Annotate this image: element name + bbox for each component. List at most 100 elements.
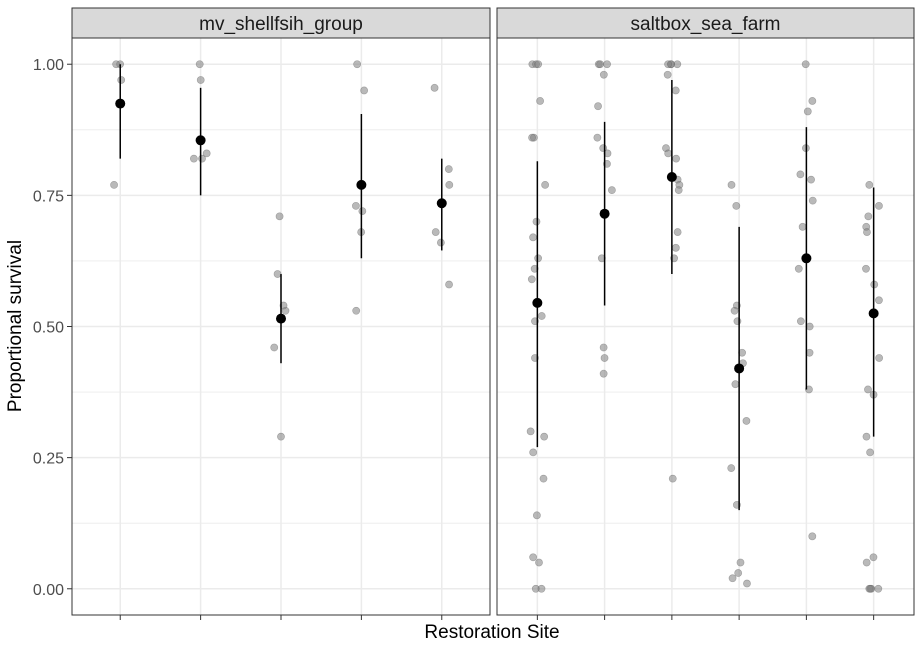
raw-point xyxy=(593,133,602,142)
mean-point xyxy=(666,172,677,183)
raw-point xyxy=(874,584,883,593)
raw-point xyxy=(358,207,367,215)
raw-point xyxy=(664,60,672,69)
raw-point xyxy=(599,70,608,79)
x-axis-title: Restoration Site xyxy=(424,622,559,643)
raw-point xyxy=(445,180,454,189)
site-group-4 xyxy=(352,60,369,315)
raw-point xyxy=(674,186,683,195)
raw-point xyxy=(875,296,883,305)
raw-point xyxy=(599,369,608,378)
raw-point xyxy=(671,86,680,95)
raw-point xyxy=(597,254,606,263)
raw-point xyxy=(198,154,206,163)
raw-point xyxy=(864,385,872,394)
mean-point xyxy=(734,363,745,374)
raw-point xyxy=(875,201,883,210)
mean-point xyxy=(436,198,447,209)
raw-point xyxy=(796,170,805,179)
raw-point xyxy=(529,233,537,242)
raw-point xyxy=(541,180,550,189)
raw-point xyxy=(736,558,745,567)
raw-point xyxy=(862,264,870,273)
raw-point xyxy=(534,254,543,263)
raw-point xyxy=(808,532,817,541)
raw-point xyxy=(607,186,616,195)
panel-1: mv_shellfsih_group xyxy=(71,7,491,620)
raw-point xyxy=(864,212,873,221)
mean-point xyxy=(599,208,610,219)
raw-point xyxy=(862,558,871,567)
site-group-3 xyxy=(662,60,684,483)
y-tick-label: 0.25 xyxy=(33,451,64,468)
raw-point xyxy=(671,243,680,252)
raw-point xyxy=(866,448,875,457)
panel-strip xyxy=(496,7,915,39)
mean-point xyxy=(356,179,367,190)
raw-point xyxy=(733,317,742,326)
raw-point xyxy=(277,432,285,441)
raw-point xyxy=(863,228,871,236)
raw-point xyxy=(530,264,539,273)
site-group-1 xyxy=(110,60,126,189)
raw-point xyxy=(805,385,813,394)
raw-point xyxy=(730,306,739,315)
y-tick-label: 0.75 xyxy=(33,188,64,205)
site-group-5 xyxy=(794,60,817,541)
raw-point xyxy=(869,553,878,562)
raw-point xyxy=(743,579,751,588)
raw-point xyxy=(794,264,803,273)
raw-point xyxy=(535,558,543,567)
panel-strip-label: saltbox_sea_farm xyxy=(631,14,781,35)
raw-point xyxy=(728,574,737,583)
y-tick-label: 1.00 xyxy=(33,57,64,74)
raw-point xyxy=(532,217,541,226)
mean-point xyxy=(115,98,126,109)
raw-point xyxy=(803,107,812,116)
raw-point xyxy=(117,76,126,84)
raw-point xyxy=(537,312,546,320)
raw-point xyxy=(600,354,609,362)
raw-point xyxy=(596,60,605,69)
raw-point xyxy=(801,60,810,69)
site-group-5 xyxy=(430,83,454,289)
raw-point xyxy=(862,432,871,441)
raw-point xyxy=(526,427,535,436)
raw-point xyxy=(796,317,805,326)
raw-point xyxy=(360,86,369,95)
raw-point xyxy=(534,60,543,69)
raw-point xyxy=(731,380,740,389)
raw-point xyxy=(527,275,536,284)
raw-point xyxy=(866,584,875,593)
raw-point xyxy=(805,322,814,331)
site-group-2 xyxy=(189,60,211,196)
raw-point xyxy=(594,102,602,111)
raw-point xyxy=(727,180,736,189)
panel-strip xyxy=(71,7,491,39)
raw-point xyxy=(664,149,673,158)
raw-point xyxy=(445,280,453,289)
raw-point xyxy=(663,70,672,79)
raw-point xyxy=(537,584,546,593)
raw-point xyxy=(352,306,361,315)
raw-point xyxy=(536,97,545,105)
raw-point xyxy=(734,569,743,577)
site-group-1 xyxy=(526,60,550,593)
raw-point xyxy=(532,511,541,520)
raw-point xyxy=(798,222,807,231)
raw-point xyxy=(444,165,453,174)
mean-point xyxy=(532,297,543,308)
raw-point xyxy=(110,180,118,189)
raw-point xyxy=(727,464,736,473)
raw-point xyxy=(742,417,751,425)
raw-point xyxy=(540,432,549,441)
raw-point xyxy=(808,196,817,205)
raw-point xyxy=(808,97,817,105)
raw-point xyxy=(202,149,211,158)
raw-point xyxy=(352,201,360,210)
site-group-3 xyxy=(270,212,290,441)
raw-point xyxy=(672,154,681,163)
mean-point xyxy=(195,135,206,146)
site-group-6 xyxy=(862,180,884,593)
